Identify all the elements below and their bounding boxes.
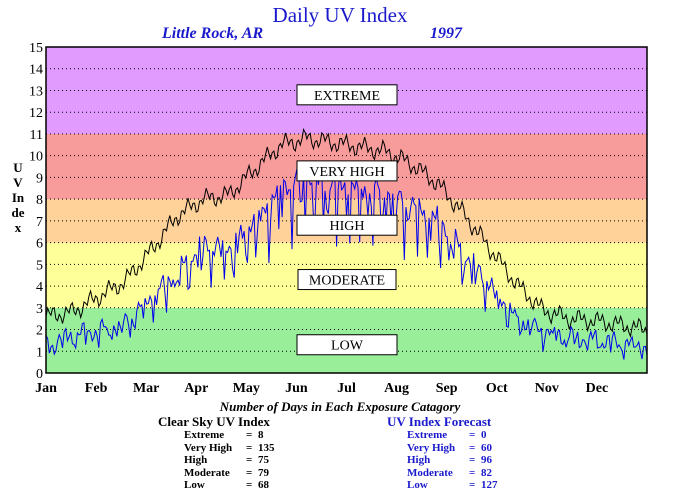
- month-label: Mar: [133, 381, 159, 396]
- stat-equals: =: [246, 441, 253, 454]
- y-tick-label: 5: [36, 258, 43, 273]
- stat-value: 96: [481, 454, 492, 466]
- y-tick-label: 10: [29, 150, 43, 165]
- stat-row: Extreme = 0: [407, 429, 498, 442]
- y-tick-label: 15: [29, 41, 43, 56]
- plot-frame: [45, 46, 648, 374]
- month-label: Jun: [285, 381, 308, 396]
- stat-value: 127: [481, 479, 498, 491]
- band-label-box: [297, 269, 397, 291]
- band-label-extreme: EXTREME: [314, 89, 380, 104]
- band-label-box: [296, 160, 398, 182]
- stat-equals: =: [246, 479, 253, 491]
- stat-value: 60: [481, 441, 492, 454]
- band-label-moderate: MODERATE: [309, 274, 385, 289]
- stat-value: 0: [481, 429, 487, 441]
- band-label-high: HIGH: [330, 219, 365, 234]
- month-label: Apr: [184, 381, 208, 396]
- clear-sky-stats: Extreme = 8 Very High = 135 High = 75 Moderate = 79…: [184, 429, 275, 492]
- y-axis-label: UV Index: [11, 160, 25, 235]
- y-tick-label: 6: [36, 237, 43, 252]
- stat-row: Moderate = 79: [184, 467, 275, 480]
- clear-sky-heading: Clear Sky UV Index: [158, 414, 270, 429]
- month-label: May: [233, 381, 260, 396]
- band-label-box: [296, 214, 398, 236]
- month-label: Jul: [337, 381, 356, 396]
- month-label: Nov: [535, 381, 559, 396]
- stat-equals: =: [469, 441, 476, 454]
- stat-equals: =: [246, 454, 253, 466]
- location-label: Little Rock, AR: [162, 25, 264, 42]
- series-line-clear-sky: [45, 127, 648, 339]
- band-label-very-high: VERY HIGH: [309, 165, 384, 180]
- band-label-box: [296, 84, 398, 106]
- stat-label: Extreme: [184, 429, 225, 441]
- stat-equals: =: [469, 479, 476, 491]
- y-tick-label: 11: [30, 128, 43, 143]
- stat-value: 75: [258, 454, 269, 466]
- stat-value: 8: [258, 429, 264, 441]
- stat-row: Low = 68: [184, 479, 275, 492]
- y-tick-label: 9: [36, 171, 43, 186]
- stat-label: High: [184, 454, 208, 466]
- y-tick-label: 8: [36, 193, 43, 208]
- days-caption: Number of Days in Each Exposure Catagory: [219, 399, 461, 414]
- stat-label: Moderate: [407, 466, 453, 479]
- y-tick-label: 1: [36, 345, 43, 360]
- year-label: 1997: [430, 25, 462, 42]
- stat-label: Very High: [184, 441, 233, 454]
- stat-value: 82: [481, 466, 492, 479]
- band-label-box: [296, 334, 398, 356]
- month-label: Jan: [35, 381, 57, 396]
- stat-equals: =: [246, 429, 253, 441]
- stat-value: 79: [258, 466, 269, 479]
- month-label: Aug: [384, 381, 409, 396]
- y-tick-label: 7: [36, 215, 43, 230]
- y-tick-label: 2: [36, 324, 43, 339]
- stat-row: Very High = 135: [184, 442, 275, 455]
- stat-value: 68: [258, 479, 269, 491]
- stat-label: Low: [184, 479, 205, 491]
- y-tick-label: 14: [29, 63, 43, 78]
- month-label: Sep: [436, 381, 458, 396]
- stat-equals: =: [469, 454, 476, 466]
- band-label-low: LOW: [331, 339, 364, 354]
- forecast-stats: Extreme = 0 Very High = 60 High = 96 Moderate = 82 L…: [407, 429, 498, 492]
- stat-label: Moderate: [184, 466, 230, 479]
- stat-value: 135: [258, 441, 275, 454]
- stat-row: High = 96: [407, 454, 498, 467]
- y-tick-label: 0: [36, 367, 43, 382]
- month-label: Dec: [586, 381, 609, 396]
- stat-row: Extreme = 8: [184, 429, 275, 442]
- stat-row: Moderate = 82: [407, 467, 498, 480]
- y-tick-label: 13: [29, 84, 43, 99]
- y-tick-label: 12: [29, 106, 43, 121]
- stat-equals: =: [469, 466, 476, 479]
- stat-label: High: [407, 454, 431, 466]
- month-label: Feb: [85, 381, 108, 396]
- stat-row: High = 75: [184, 454, 275, 467]
- y-tick-label: 4: [36, 280, 43, 295]
- forecast-heading: UV Index Forecast: [387, 414, 492, 429]
- stat-equals: =: [246, 466, 253, 479]
- chart-title: Daily UV Index: [272, 3, 408, 27]
- stat-label: Extreme: [407, 429, 448, 441]
- stat-label: Very High: [407, 441, 456, 454]
- y-tick-label: 3: [36, 302, 43, 317]
- stat-equals: =: [469, 429, 476, 441]
- stat-row: Very High = 60: [407, 442, 498, 455]
- month-label: Oct: [486, 381, 508, 396]
- stat-label: Low: [407, 479, 428, 491]
- stat-row: Low = 127: [407, 479, 498, 492]
